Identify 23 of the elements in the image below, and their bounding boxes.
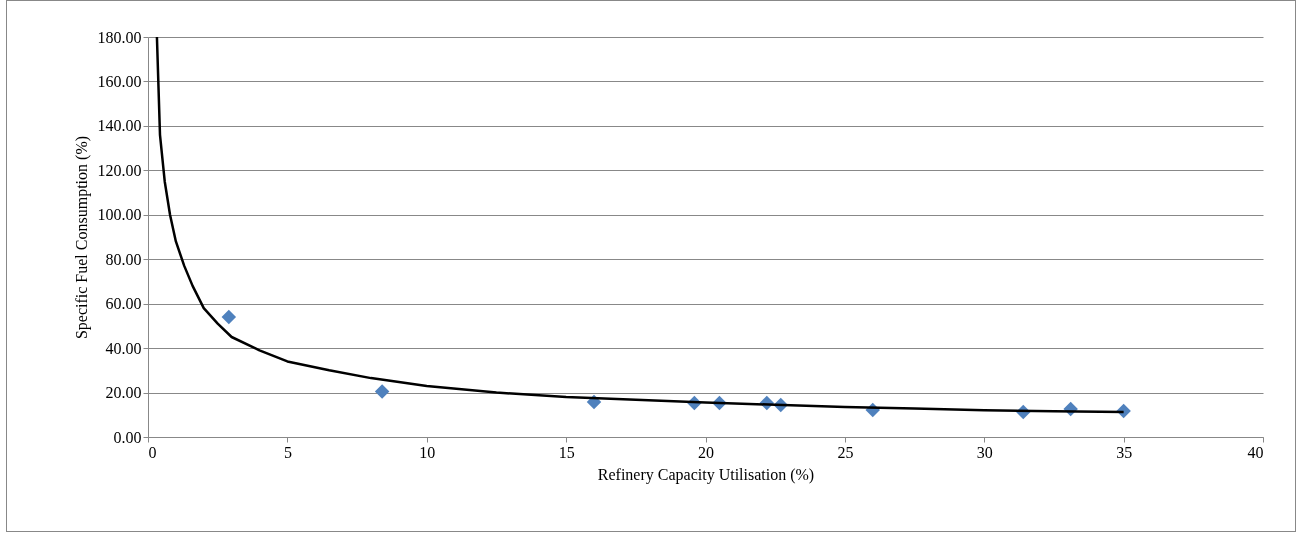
y-tick-label: 40.00	[105, 339, 142, 357]
y-tick-label: 60.00	[105, 295, 142, 313]
point	[221, 309, 237, 325]
x-tick-label: 20	[698, 443, 714, 461]
y-tick-label: 180.00	[97, 28, 142, 46]
x-tick-label: 25	[837, 443, 854, 461]
x-tick-label: 30	[976, 443, 993, 461]
y-tick-label: 80.00	[105, 250, 142, 268]
y-tick-label: 20.00	[105, 384, 142, 402]
y-tick-label: 100.00	[97, 206, 142, 224]
y-tick-label: 0.00	[113, 428, 142, 446]
x-axis-title: Refinery Capacity Utilisation (%)	[597, 465, 815, 484]
x-tick-label: 35	[1116, 443, 1133, 461]
x-tick-label: 0	[148, 443, 157, 461]
y-axis-title: Specific Fuel Consumption (%)	[72, 135, 91, 340]
x-tick-label: 5	[283, 443, 292, 461]
x-tick-label: 10	[419, 443, 436, 461]
point	[374, 384, 390, 399]
x-tick-label: 40	[1247, 443, 1264, 461]
y-tick-label: 140.00	[97, 117, 142, 135]
y-tick-label: 160.00	[97, 72, 142, 90]
x-tick-label: 15	[558, 443, 575, 461]
y-tick-label: 120.00	[97, 161, 142, 179]
